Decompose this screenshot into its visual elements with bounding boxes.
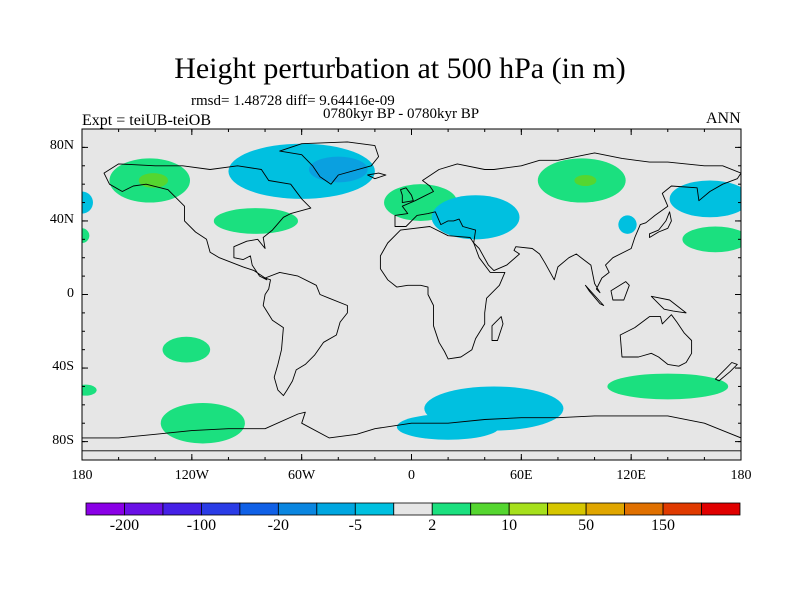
contour-region (574, 174, 597, 187)
colorbar-label: -20 (267, 517, 289, 534)
colorbar-label: -5 (348, 517, 362, 534)
colorbar-swatch (547, 502, 587, 516)
colorbar-label: 2 (428, 517, 437, 534)
coastlines (82, 141, 741, 452)
lon-tick-label: 120W (174, 468, 209, 483)
coastline-new-guinea (650, 295, 687, 314)
coastline-britain (400, 187, 414, 204)
colorbar-label: 10 (501, 517, 518, 534)
coastline-eurasia (394, 152, 741, 294)
colorbar-swatch (201, 502, 241, 516)
contour-region (431, 195, 520, 240)
contour-region (618, 215, 637, 234)
lat-tick-label: 0 (67, 285, 74, 301)
colorbar-swatch (239, 502, 279, 516)
lon-tick-label: 60E (510, 468, 533, 483)
coastline-south-america (262, 271, 348, 397)
lat-tick-label: 40S (52, 359, 74, 375)
period-line: 0780kyr BP - 0780kyr BP (323, 106, 480, 122)
colorbar-swatch (470, 502, 510, 516)
contour-regions (82, 143, 741, 444)
season-label: ANN (706, 110, 741, 127)
chart-title: Height perturbation at 500 hPa (in m) (174, 52, 626, 85)
stats-line: rmsd= 1.48728 diff= 9.64416e-09 (191, 93, 395, 109)
colorbar-swatch (701, 502, 741, 516)
coastline-north-america (103, 163, 312, 281)
lat-tick-label: 80S (52, 432, 74, 448)
coastline-iceland (367, 172, 387, 180)
colorbar-swatch (85, 502, 125, 516)
colorbar-swatch (624, 502, 664, 516)
colorbar-swatch (431, 502, 472, 516)
colorbar-swatch (585, 502, 625, 516)
lon-tick-label: 180 (730, 468, 752, 483)
coastline-borneo (610, 281, 630, 301)
coastline-africa (379, 226, 506, 360)
lon-tick-label: 60W (288, 468, 316, 483)
contour-region (162, 336, 211, 363)
contour-region (669, 180, 741, 218)
colorbar-swatch (354, 502, 395, 516)
lon-tick-label: 0 (408, 468, 415, 483)
lon-tick-label: 120E (616, 468, 646, 483)
coastline-japan (649, 211, 672, 238)
contour-region (396, 414, 500, 440)
colorbar-label: -100 (186, 517, 217, 534)
colorbar-label: 50 (578, 517, 595, 534)
colorbar-swatch (277, 502, 318, 516)
colorbar-label: -200 (109, 517, 140, 534)
colorbar-swatch (316, 502, 356, 516)
contour-region (160, 402, 245, 444)
lat-tick-label: 80N (49, 138, 74, 154)
colorbar-swatch (393, 502, 433, 516)
coastline-sumatra (584, 284, 605, 306)
contour-region (82, 191, 93, 214)
colorbar-swatch (662, 502, 702, 516)
contour-region (308, 156, 368, 183)
coastline-greenland (279, 141, 380, 185)
coastline-australia (619, 314, 693, 367)
colorbar (85, 502, 741, 516)
colorbar-label: 150 (651, 517, 676, 534)
contour-region (82, 384, 97, 396)
lon-tick-label: 180 (71, 468, 93, 483)
colorbar-swatch (124, 502, 164, 516)
experiment-label: Expt = teiUB-teiOB (82, 112, 212, 129)
colorbar-swatch (162, 502, 202, 516)
coastline-madagascar (491, 316, 504, 341)
contour-region (607, 373, 729, 400)
coastline-antarctica (82, 411, 741, 452)
coastline-new-zealand (714, 362, 738, 382)
axis-ticks (81, 129, 742, 460)
lat-tick-label: 40N (49, 211, 74, 227)
contour-region (213, 208, 299, 234)
colorbar-swatch (508, 502, 549, 516)
contour-region (682, 226, 741, 253)
